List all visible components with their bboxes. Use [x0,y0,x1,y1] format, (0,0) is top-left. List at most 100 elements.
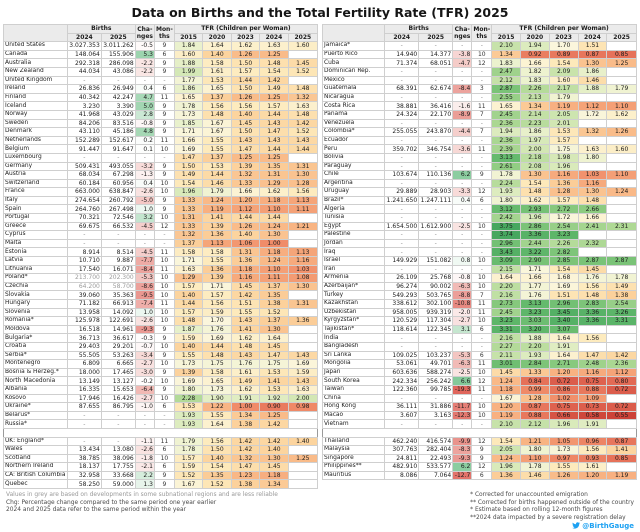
tfr-2020-cell: 1.66 [519,273,550,283]
tfr-2020-cell: 1.61 [202,66,232,77]
months-cell: - [153,238,175,249]
country-cell: Peru [321,144,386,154]
births-2025-cell: - [418,213,454,223]
months-cell: 12 [471,462,493,472]
births-2024-cell: - [66,75,102,86]
table-row: Singapore 24.811 22.493 -9.3 9 1.24 1.10 0.97 0.… [321,453,637,464]
tfr-2025-cell: 1.63 [287,384,319,395]
country-cell: Kyrgyzstan* [321,316,386,326]
country-cell: Malta [3,238,68,249]
tfr-2023-cell: 1.72 [548,213,579,223]
births-2025-cell: 16.071 [100,264,136,275]
births-2025-cell: 90.002 [418,281,454,292]
births-2024-cell: 663.000 [66,187,102,197]
tfr-2025-cell [287,324,319,335]
country-cell: Serbia* [3,350,68,361]
table-row: Ecuador - - - -2.36 1.97 1.57 [321,135,637,146]
births-2024-cell: 96.274 [384,281,420,292]
tfr-2025-cell [287,445,319,455]
months-cell: 10 [153,307,175,318]
country-cell: New Zealand [3,66,68,77]
months-cell: - [471,135,493,146]
tfr-2015-cell: 1.60 [173,49,204,60]
months-cell: 10 [153,290,175,300]
months-cell: 11 [471,307,493,318]
births-2025-cell: - [418,118,454,129]
spacer-row [3,427,318,438]
months-cell: 6 [153,402,175,412]
country-cell: Armenia [321,273,386,283]
tfr-2024-cell: 1.30 [577,58,608,68]
months-cell: - [471,178,493,189]
tfr-2023-cell: 0.75 [548,402,579,412]
tfr-2015-cell: 1.48 [173,316,204,326]
months-cell: 9 [153,118,175,129]
months-cell: 11 [471,299,493,309]
tfr-2024-cell: 1.25 [259,49,289,60]
country-cell: Iran [321,264,386,275]
tfr-2024-cell: 1.41 [259,376,289,386]
months-cell: 9 [153,204,175,215]
tfr-2025-cell: 1.28 [287,178,319,189]
births-2024-cell: - [384,247,420,258]
births-2025-cell: 6.665 [100,359,136,369]
months-cell: 10 [153,316,175,326]
births-2024-cell: 36.111 [384,402,420,412]
tfr-2025-cell [606,75,637,86]
column-header-tfr: TFR (Children per Woman) [491,24,637,34]
births-2024-cell: - [66,152,102,163]
tfr-2024-cell: 1.56 [577,333,608,343]
tfr-2015-cell: 1.66 [173,135,204,146]
births-2024-cell: 1.654.500 [384,221,420,232]
tfr-2020-cell: 1.70 [202,316,232,326]
change-cell: -1.0 [134,402,155,412]
tfr-2023-cell: 1.73 [548,445,579,455]
change-cell: - [452,161,473,172]
tfr-2025-cell: 1.45 [287,58,319,68]
tfr-2020-cell: 1.71 [519,264,550,275]
country-cell: Sweden [3,118,68,129]
months-cell: 11 [153,92,175,103]
change-cell: - [452,66,473,77]
months-cell: 11 [153,436,175,447]
table-row: Jordan - - - -2.96 2.44 2.26 2.32 [321,238,637,249]
tfr-2015-cell: 1.65 [491,101,521,111]
country-cell: Ukraine* [3,402,68,412]
births-2024-cell: - [384,75,420,86]
change-cell: -8.9 [452,109,473,120]
tfr-2020-cell: 1.19 [202,204,232,215]
births-2025-cell: 282.404 [418,445,454,455]
births-2025-cell: - [418,204,454,215]
births-2025-cell: - [418,341,454,352]
tfr-2020-cell: 1.35 [202,470,232,481]
tfr-2020-cell: 2.12 [519,419,550,429]
tfr-2025-cell: 1.78 [606,273,637,283]
country-cell: Slovakia [3,290,68,300]
births-2025-cell: 43.086 [100,66,136,77]
spacer-cell [322,427,637,438]
tables-container: Births Cha- nges Mon- ths TFR (Children per… [3,23,637,490]
tfr-2023-cell: 1.47 [230,462,261,472]
tfr-2015-cell: 1.59 [173,333,204,343]
tfr-2023-cell: 1.20 [230,195,261,206]
births-2024-cell: 84.206 [66,118,102,129]
country-cell: Egypt [321,221,386,232]
country-cell: United States [3,41,68,51]
tfr-2025-cell [606,118,637,129]
country-cell: Russia* [3,419,68,429]
births-2024-cell: - [384,118,420,129]
table-row: Bolivia - - - -3.13 2.18 1.98 1.80 [321,152,637,163]
tfr-2024-cell [577,324,608,335]
tfr-2023-cell: 1.68 [548,273,579,283]
change-cell: -2.6 [134,445,155,455]
change-cell: - [134,419,155,429]
tfr-2023-cell: 1.54 [548,58,579,68]
table-row: Spain 264.760 267.498 1.0 9 1.33 1.19 1.12 1.10 1… [3,204,319,215]
tfr-2024-cell: 1.43 [259,135,289,146]
births-2024-cell: 17.540 [66,264,102,275]
country-cell: France [3,187,68,197]
change-cell: - [452,75,473,86]
column-header-months: Mon- ths [153,23,175,43]
change-cell: 4.8 [134,127,155,137]
tfr-2015-cell: 1.44 [173,299,204,309]
